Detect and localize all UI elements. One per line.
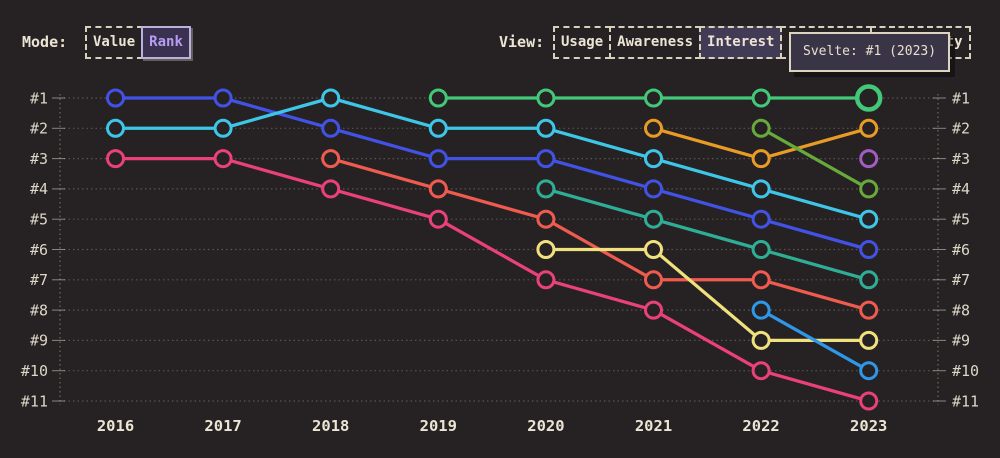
left-rank-label-4: #4 xyxy=(30,180,48,198)
right-rank-label-2: #2 xyxy=(952,120,970,138)
data-point-salmon-2020[interactable] xyxy=(536,209,556,229)
mode-toggle-group: Value Rank xyxy=(85,26,191,59)
right-rank-label-8: #8 xyxy=(952,301,970,319)
right-rank-label-1: #1 xyxy=(952,89,970,107)
year-label-2020: 2020 xyxy=(527,417,564,435)
year-label-2021: 2021 xyxy=(635,417,672,435)
data-point-svelte-2020[interactable] xyxy=(536,88,556,108)
data-point-teal-2023[interactable] xyxy=(859,270,879,290)
data-point-yellow-2023[interactable] xyxy=(859,330,879,350)
data-point-orange-2023[interactable] xyxy=(859,118,879,138)
year-label-2023: 2023 xyxy=(850,417,887,435)
data-point-olive-2022[interactable] xyxy=(751,118,771,138)
year-label-2022: 2022 xyxy=(742,417,779,435)
left-rank-label-6: #6 xyxy=(30,241,48,259)
data-point-ltblue-2023[interactable] xyxy=(859,361,879,381)
data-point-cyan-2020[interactable] xyxy=(536,118,556,138)
data-point-svelte-2023-hovered[interactable] xyxy=(854,84,883,112)
data-point-pink-2023[interactable] xyxy=(859,391,879,411)
right-rank-label-9: #9 xyxy=(952,332,970,350)
data-point-pink-2020[interactable] xyxy=(536,270,556,290)
left-rank-label-9: #9 xyxy=(30,332,48,350)
data-point-teal-2020[interactable] xyxy=(536,179,556,199)
data-point-cyan-2022[interactable] xyxy=(751,179,771,199)
data-point-teal-2022[interactable] xyxy=(751,240,771,259)
series-line-salmon xyxy=(329,156,871,312)
right-rank-label-11: #11 xyxy=(952,392,979,410)
data-point-ltblue-2022[interactable] xyxy=(751,300,771,320)
left-rank-label-8: #8 xyxy=(30,301,48,319)
left-rank-label-3: #3 xyxy=(30,150,48,168)
data-point-svelte-2021[interactable] xyxy=(644,88,663,108)
data-point-cyan-2017[interactable] xyxy=(213,118,233,138)
right-rank-label-3: #3 xyxy=(952,150,970,168)
data-point-pink-2019[interactable] xyxy=(428,209,448,229)
data-point-blue-2016[interactable] xyxy=(106,88,125,108)
data-point-yellow-2020[interactable] xyxy=(536,240,556,259)
data-point-blue-2021[interactable] xyxy=(644,179,663,199)
right-rank-label-6: #6 xyxy=(952,241,970,259)
data-point-purple-2023[interactable] xyxy=(859,149,879,169)
data-point-pink-2021[interactable] xyxy=(644,300,663,320)
year-label-2016: 2016 xyxy=(97,417,134,435)
left-rank-label-2: #2 xyxy=(30,120,48,138)
data-point-blue-2019[interactable] xyxy=(428,149,448,169)
right-rank-label-4: #4 xyxy=(952,180,970,198)
data-point-olive-2023[interactable] xyxy=(859,179,879,199)
data-point-blue-2023[interactable] xyxy=(859,240,879,259)
series-line-pink xyxy=(113,156,871,403)
left-rank-label-5: #5 xyxy=(30,210,48,228)
data-point-blue-2018[interactable] xyxy=(321,118,341,138)
hover-tooltip-text: Svelte: #1 (2023) xyxy=(803,44,937,59)
data-point-blue-2022[interactable] xyxy=(751,209,771,229)
year-label-2018: 2018 xyxy=(312,417,349,435)
data-point-cyan-2019[interactable] xyxy=(428,118,448,138)
series-line-olive xyxy=(759,126,871,191)
right-rank-label-7: #7 xyxy=(952,271,970,289)
data-point-pink-2017[interactable] xyxy=(213,149,233,169)
data-point-svelte-2019[interactable] xyxy=(428,88,448,108)
data-point-salmon-2018[interactable] xyxy=(321,149,341,169)
data-point-pink-2022[interactable] xyxy=(751,361,771,381)
series-line-cyan xyxy=(113,96,871,221)
year-label-2019: 2019 xyxy=(420,417,457,435)
view-label: View: xyxy=(499,33,545,51)
data-point-salmon-2023[interactable] xyxy=(859,300,879,320)
data-point-blue-2020[interactable] xyxy=(536,149,556,169)
data-point-cyan-2018[interactable] xyxy=(321,88,341,108)
data-point-cyan-2021[interactable] xyxy=(644,149,663,169)
series-line-blue xyxy=(113,96,871,252)
right-rank-label-10: #10 xyxy=(952,362,979,380)
data-point-svelte-2022[interactable] xyxy=(751,88,771,108)
left-rank-label-1: #1 xyxy=(30,89,48,107)
data-point-orange-2021[interactable] xyxy=(644,118,663,138)
left-rank-label-7: #7 xyxy=(30,271,48,289)
data-point-salmon-2021[interactable] xyxy=(644,270,663,290)
data-point-cyan-2023[interactable] xyxy=(859,209,879,229)
data-point-yellow-2021[interactable] xyxy=(644,240,663,259)
data-point-pink-2016[interactable] xyxy=(106,149,125,169)
data-point-blue-2017[interactable] xyxy=(213,88,233,108)
year-label-2017: 2017 xyxy=(204,417,241,435)
left-rank-label-11: #11 xyxy=(21,392,48,410)
series-line-ltblue xyxy=(759,308,871,373)
series-line-teal xyxy=(544,187,871,282)
data-point-teal-2021[interactable] xyxy=(644,209,663,229)
data-point-cyan-2016[interactable] xyxy=(106,118,125,138)
mode-label: Mode: xyxy=(22,33,68,51)
data-point-orange-2022[interactable] xyxy=(751,149,771,169)
data-point-salmon-2022[interactable] xyxy=(751,270,771,290)
data-point-yellow-2022[interactable] xyxy=(751,330,771,350)
data-point-pink-2018[interactable] xyxy=(321,179,341,199)
data-point-salmon-2019[interactable] xyxy=(428,179,448,199)
mode-rank-button[interactable]: Rank xyxy=(141,26,191,59)
left-rank-label-10: #10 xyxy=(21,362,48,380)
hover-tooltip: Svelte: #1 (2023) xyxy=(789,32,951,72)
right-rank-label-5: #5 xyxy=(952,210,970,228)
